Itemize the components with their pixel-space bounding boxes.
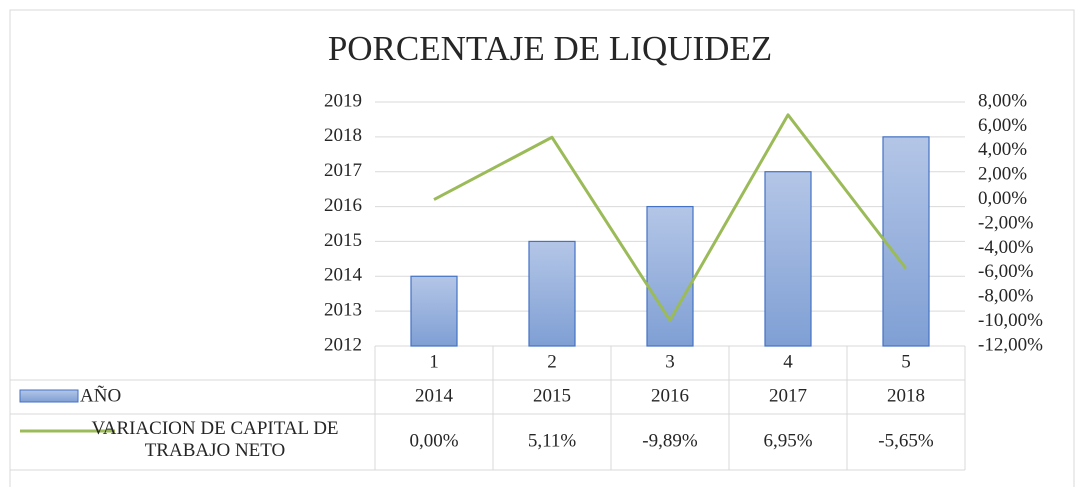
y2-tick-label: -12,00% xyxy=(978,334,1043,355)
y-tick-label: 2012 xyxy=(324,334,362,355)
x-tick-label: 1 xyxy=(429,351,439,372)
y2-tick-label: 0,00% xyxy=(978,188,1027,209)
y2-tick-label: 8,00% xyxy=(978,90,1027,111)
legend-swatch xyxy=(19,389,79,403)
chart-title: PORCENTAJE DE LIQUIDEZ xyxy=(328,29,772,68)
table-cell: -9,89% xyxy=(642,430,698,451)
y-tick-label: 2013 xyxy=(324,300,362,321)
table-cell: 2017 xyxy=(769,385,807,406)
x-tick-label: 2 xyxy=(547,351,557,372)
y2-tick-label: 6,00% xyxy=(978,115,1027,136)
y-tick-label: 2017 xyxy=(324,160,362,181)
table-cell: -5,65% xyxy=(878,430,934,451)
y-tick-label: 2014 xyxy=(324,265,363,286)
table-cell: 2018 xyxy=(887,385,925,406)
y2-tick-label: 4,00% xyxy=(978,139,1027,160)
y-tick-label: 2015 xyxy=(324,230,362,251)
bar xyxy=(646,205,694,347)
legend-label: AÑO xyxy=(80,384,121,406)
x-tick-label: 4 xyxy=(783,351,793,372)
legend-label: VARIACION DE CAPITAL DE TRABAJO NETO xyxy=(91,418,339,461)
y2-tick-label: -2,00% xyxy=(978,212,1034,233)
line xyxy=(433,113,908,322)
bar xyxy=(764,171,812,347)
y2-tick-label: -4,00% xyxy=(978,237,1034,258)
table-cell: 2015 xyxy=(533,385,571,406)
x-tick-label: 5 xyxy=(901,351,911,372)
bar xyxy=(410,275,458,347)
y-tick-label: 2018 xyxy=(324,125,362,146)
table-cell: 2016 xyxy=(651,385,689,406)
y-tick-label: 2019 xyxy=(324,90,362,111)
y2-tick-label: 2,00% xyxy=(978,164,1027,185)
table-cell: 0,00% xyxy=(409,430,458,451)
table-cell: 2014 xyxy=(415,385,454,406)
y-tick-label: 2016 xyxy=(324,195,362,216)
bar xyxy=(882,136,930,347)
table-cell: 6,95% xyxy=(763,430,812,451)
table-cell: 5,11% xyxy=(528,430,577,451)
x-tick-label: 3 xyxy=(665,351,675,372)
bar xyxy=(528,240,576,347)
y2-tick-label: -8,00% xyxy=(978,286,1034,307)
y2-tick-label: -6,00% xyxy=(978,261,1034,282)
y2-tick-label: -10,00% xyxy=(978,310,1043,331)
